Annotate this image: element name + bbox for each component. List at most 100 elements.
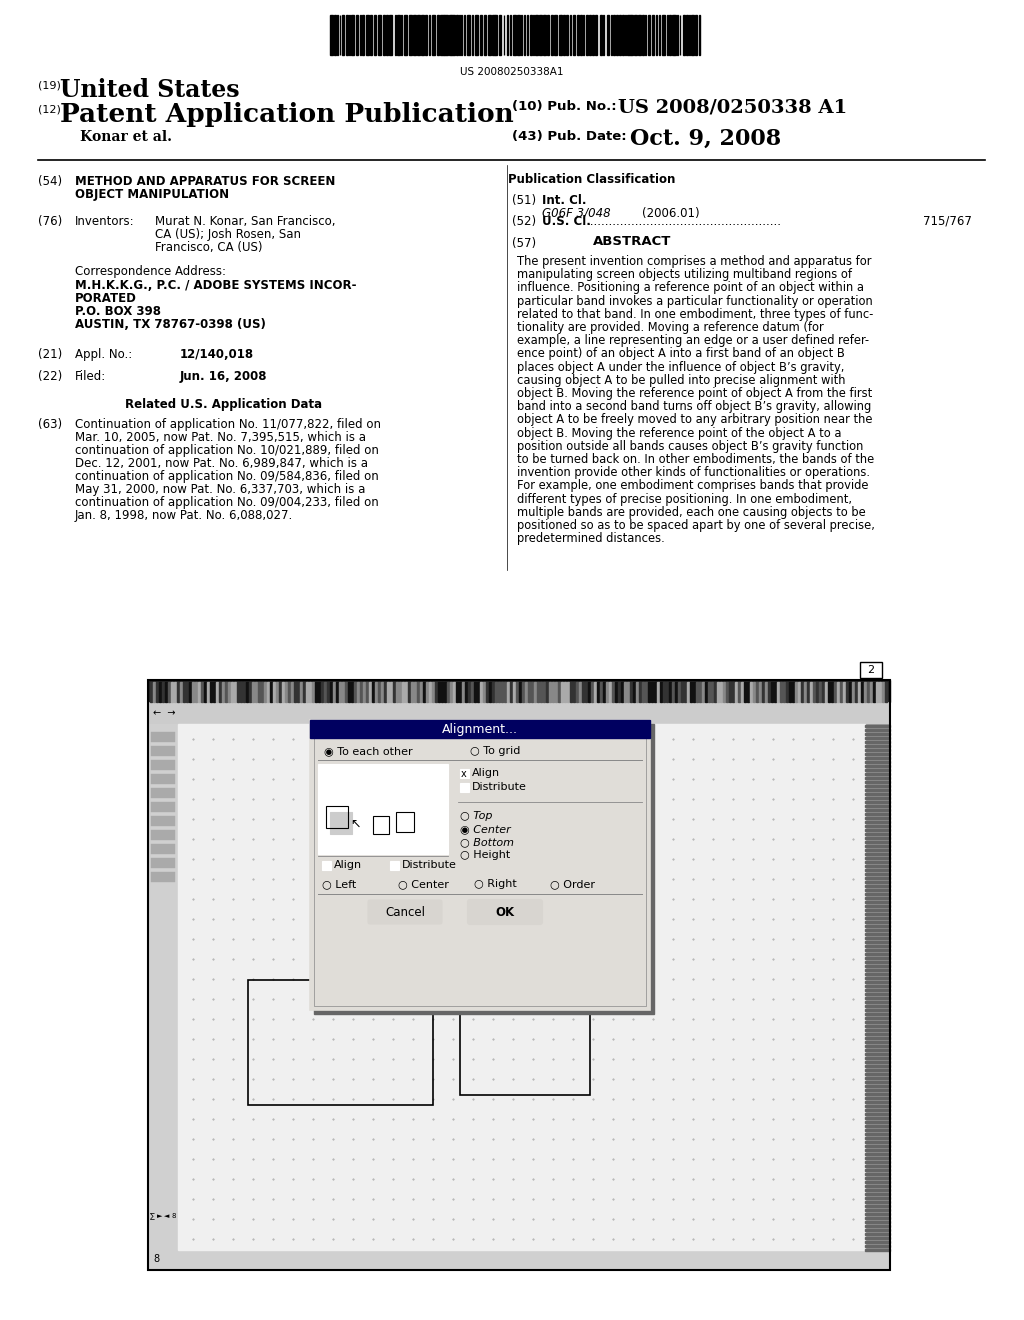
Text: ←  →: ← → (153, 708, 175, 718)
Bar (234, 682, 236, 702)
Bar (303, 682, 304, 702)
Bar (591, 682, 593, 702)
Bar (695, 15, 696, 55)
Bar (467, 15, 470, 55)
Bar (321, 682, 323, 702)
Bar (865, 1125, 890, 1127)
Bar (345, 682, 346, 702)
Bar (687, 682, 688, 702)
Text: invention provide other kinds of functionalities or operations.: invention provide other kinds of functio… (517, 466, 870, 479)
Bar (417, 682, 419, 702)
Bar (366, 682, 368, 702)
Bar (383, 15, 385, 55)
Bar (865, 876, 890, 879)
Bar (396, 812, 414, 832)
Bar (777, 682, 778, 702)
Bar (714, 682, 716, 702)
Bar (865, 729, 890, 731)
Text: Int. Cl.: Int. Cl. (542, 194, 587, 207)
Bar (441, 682, 442, 702)
Bar (243, 682, 245, 702)
Bar (267, 682, 268, 702)
Bar (201, 682, 203, 702)
Bar (865, 880, 890, 883)
Bar (351, 15, 354, 55)
Bar (356, 15, 358, 55)
Bar (667, 15, 669, 55)
Bar (264, 682, 265, 702)
Bar (370, 15, 373, 55)
Bar (309, 682, 310, 702)
Bar (543, 682, 545, 702)
Bar (593, 15, 594, 55)
Bar (865, 1173, 890, 1175)
Bar (658, 15, 660, 55)
Text: OBJECT MANIPULATION: OBJECT MANIPULATION (75, 187, 229, 201)
Bar (807, 682, 809, 702)
Bar (195, 682, 197, 702)
Bar (790, 682, 791, 702)
Text: Oct. 9, 2008: Oct. 9, 2008 (630, 128, 781, 150)
Bar (691, 15, 693, 55)
Bar (651, 682, 652, 702)
Bar (865, 1229, 890, 1232)
Bar (865, 1049, 890, 1051)
Text: ABSTRACT: ABSTRACT (593, 235, 671, 248)
Bar (389, 15, 392, 55)
Bar (357, 682, 358, 702)
Bar (870, 682, 871, 702)
Text: band into a second band turns off object B’s gravity, allowing: band into a second band turns off object… (517, 400, 871, 413)
Text: US 20080250338A1: US 20080250338A1 (460, 67, 564, 77)
Bar (865, 1225, 890, 1228)
Text: ◉ Center: ◉ Center (460, 824, 511, 834)
Bar (330, 15, 333, 55)
Bar (408, 682, 410, 702)
Text: example, a line representing an edge or a user defined refer-: example, a line representing an edge or … (517, 334, 869, 347)
Bar (675, 15, 676, 55)
Bar (865, 813, 890, 814)
Bar (865, 869, 890, 871)
Bar (865, 1237, 890, 1239)
Bar (865, 894, 890, 895)
Text: Francisco, CA (US): Francisco, CA (US) (155, 242, 262, 253)
Bar (426, 682, 427, 702)
Bar (459, 682, 461, 702)
Bar (474, 682, 475, 702)
Bar (342, 15, 344, 55)
Bar (865, 981, 890, 983)
Bar (248, 979, 433, 1105)
Bar (699, 682, 700, 702)
Text: ○ Left: ○ Left (322, 879, 356, 888)
Text: Murat N. Konar, San Francisco,: Murat N. Konar, San Francisco, (155, 215, 336, 228)
Bar (351, 682, 352, 702)
Bar (666, 682, 668, 702)
Bar (150, 682, 152, 702)
Bar (865, 969, 890, 972)
Bar (865, 997, 890, 999)
Bar (461, 15, 462, 55)
Bar (460, 770, 469, 777)
Bar (255, 682, 256, 702)
Bar (440, 15, 443, 55)
Bar (366, 15, 369, 55)
Bar (510, 682, 512, 702)
Bar (413, 15, 417, 55)
Bar (852, 682, 853, 702)
Bar (246, 682, 248, 702)
Bar (148, 680, 890, 702)
Bar (865, 1097, 890, 1100)
Bar (865, 725, 890, 727)
Bar (822, 682, 823, 702)
Bar (865, 793, 890, 795)
Bar (865, 789, 890, 791)
Bar (865, 1089, 890, 1092)
Bar (578, 15, 580, 55)
Bar (865, 1129, 890, 1131)
Bar (642, 15, 644, 55)
Bar (753, 682, 755, 702)
Bar (447, 682, 449, 702)
Text: places object A under the influence of object B’s gravity,: places object A under the influence of o… (517, 360, 845, 374)
Bar (339, 682, 341, 702)
Bar (798, 682, 800, 702)
Bar (178, 723, 865, 1250)
